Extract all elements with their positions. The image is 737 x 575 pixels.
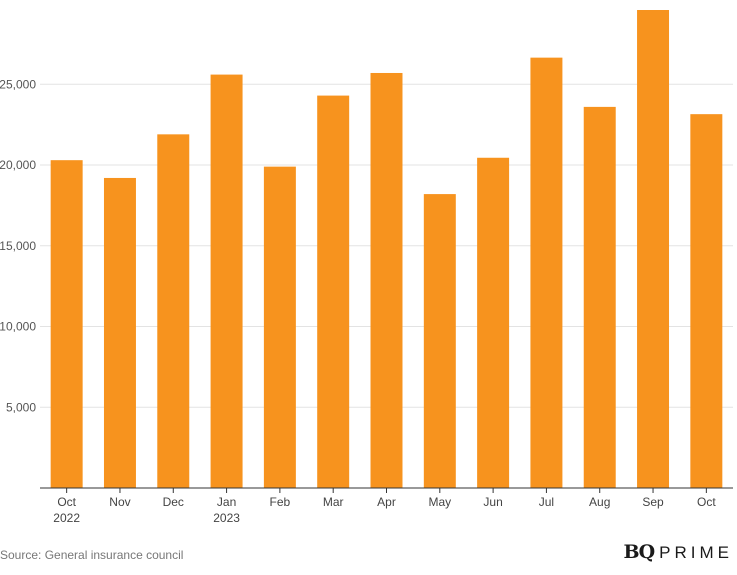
y-tick-label: 10,000 bbox=[0, 320, 36, 334]
x-tick-label: May bbox=[428, 495, 451, 509]
bars bbox=[50, 10, 723, 488]
bar bbox=[103, 177, 136, 488]
bar bbox=[423, 194, 456, 488]
bar bbox=[210, 74, 243, 488]
x-tick-label: Jun bbox=[483, 495, 502, 509]
x-tick-label: Apr bbox=[377, 495, 396, 509]
x-tick-label: Jul bbox=[539, 495, 554, 509]
x-tick-label: Sep bbox=[642, 495, 664, 509]
bar bbox=[530, 57, 563, 488]
logo-bq-text: BQ bbox=[623, 541, 656, 563]
bar bbox=[477, 157, 510, 488]
y-tick-label: 5,000 bbox=[6, 400, 36, 414]
x-tick-label: Aug bbox=[589, 495, 610, 509]
x-tick-label: Oct bbox=[57, 495, 76, 509]
x-tick-year-label: 2022 bbox=[53, 511, 80, 525]
y-axis-labels: 5,000 10,000 15,000 20,000 25,000 bbox=[0, 77, 36, 414]
bq-prime-logo: BQ PRIME bbox=[624, 541, 733, 563]
bar bbox=[370, 72, 403, 488]
x-tick-label: Feb bbox=[270, 495, 291, 509]
bar bbox=[690, 114, 723, 488]
x-axis bbox=[40, 487, 733, 493]
x-tick-label: Oct bbox=[697, 495, 716, 509]
bar bbox=[583, 106, 616, 488]
x-tick-label: Nov bbox=[109, 495, 130, 509]
x-tick-label: Jan bbox=[217, 495, 236, 509]
x-tick-label: Mar bbox=[323, 495, 344, 509]
x-tick-label: Dec bbox=[163, 495, 184, 509]
bar bbox=[157, 134, 190, 488]
y-tick-label: 25,000 bbox=[0, 77, 36, 91]
bar bbox=[317, 95, 350, 488]
logo-prime-text: PRIME bbox=[659, 543, 733, 562]
bar bbox=[263, 166, 296, 488]
bar-chart: 5,000 10,000 15,000 20,000 25,000 Oct 2022 Nov… bbox=[0, 10, 733, 525]
x-axis-labels: Oct 2022 Nov Dec Jan 2023 Feb Mar Apr May Jun Jul Au… bbox=[53, 495, 716, 525]
x-tick-year-label: 2023 bbox=[213, 511, 240, 525]
y-tick-label: 15,000 bbox=[0, 239, 36, 253]
bar bbox=[50, 160, 83, 488]
source-note: Source: General insurance council bbox=[0, 548, 184, 562]
bar bbox=[637, 10, 670, 488]
y-tick-label: 20,000 bbox=[0, 158, 36, 172]
